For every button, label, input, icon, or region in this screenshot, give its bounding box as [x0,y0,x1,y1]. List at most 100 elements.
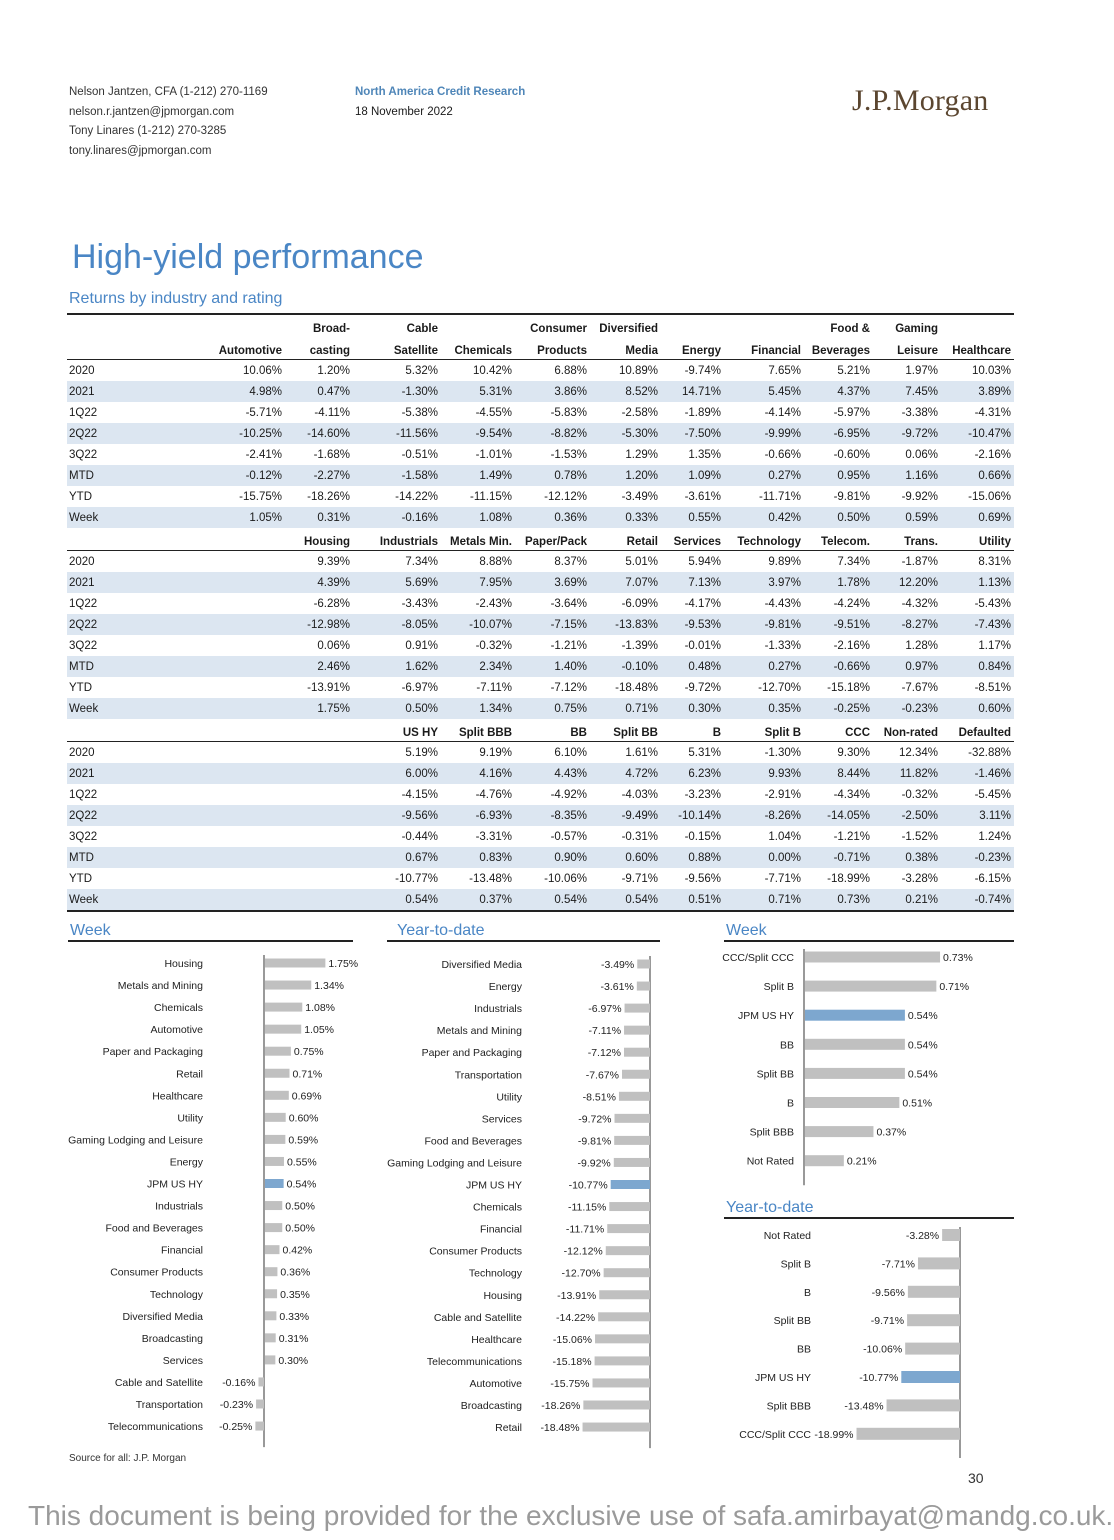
category-label: BB [780,1039,794,1051]
table-cell: -5.45% [974,788,1011,801]
data-label: 1.05% [304,1024,334,1036]
table-cell [137,593,285,614]
table-cell: Broad- [285,313,353,337]
data-label: 1.08% [305,1002,335,1014]
bar [265,1002,303,1012]
table-cell: 2020 [69,746,95,759]
table-cell: -9.54% [441,423,515,444]
data-label: -11.71% [566,1224,604,1236]
table-cell: -2.50% [873,805,941,826]
table-cell: 2.46% [285,656,353,677]
table-cell: 6.10% [554,746,587,759]
chart-rule [724,1217,1014,1219]
table-cell: 5.31% [688,746,721,759]
table-cell: -4.03% [621,788,658,801]
table-cell: -0.32% [901,788,938,801]
bar [624,1025,650,1035]
table-cell: -6.09% [621,597,658,610]
table-cell: CCC [804,719,873,742]
table-cell: 2021 [67,763,137,784]
table-cell: -14.60% [285,423,353,444]
table-cell: 6.88% [554,364,587,377]
bar [256,1399,264,1409]
table-cell [285,719,353,742]
table-cell: -0.71% [804,847,873,868]
table-cell: YTD [69,681,92,694]
bar [605,1246,650,1256]
table-cell: 0.95% [804,465,873,486]
table-cell: -0.23% [941,847,1014,868]
table-cell: 5.69% [353,572,441,593]
table-row: 2021 4.98% 0.47% -1.30% 5.31% 3.86% 8.52% 14.71… [67,381,1014,402]
table-cell: -4.11% [314,406,350,419]
table-cell: 0.71% [590,698,661,719]
table-cell: 1.28% [905,639,938,652]
table-cell: 0.55% [661,507,724,528]
data-label: -15.75% [550,1378,589,1390]
table-cell: -0.60% [833,448,870,461]
table-cell: Cable [353,313,441,337]
category-label: CCC/Split CCC [739,1429,811,1441]
bar [258,1377,264,1387]
bar [598,1312,650,1322]
category-label: Housing [164,958,203,970]
bar [265,1046,291,1056]
page-number: 30 [968,1470,984,1486]
table-cell: 0.06% [317,639,350,652]
bar [624,1003,650,1013]
data-label: -9.72% [578,1113,611,1125]
bar [265,1223,283,1233]
table-cell: 5.94% [688,555,721,568]
table-header-row: US HY Split BBB BB Split BB B Split B CCC Non-r… [67,719,1014,742]
table-cell: Technology [724,528,804,551]
table-cell: Metals Min. [441,528,515,551]
category-label: Split BB [774,1315,811,1327]
table-cell: Non-rated [873,719,941,742]
bar [805,1067,905,1079]
table-cell: 1.08% [441,507,515,528]
bar [265,1090,289,1100]
table-cell: -1.30% [764,746,801,759]
table-cell: Week [67,889,137,912]
table-cell: -9.56% [684,872,721,885]
category-label: Industrials [474,1003,522,1015]
table-cell [285,889,353,912]
table-cell [941,313,1014,337]
table-cell: 1.16% [873,465,941,486]
data-label: 1.75% [328,958,358,970]
table-cell: -1.33% [764,639,801,652]
table-cell: 1.61% [625,746,658,759]
table-cell: -7.50% [661,423,724,444]
table-cell: Telecom. [804,528,873,551]
chart-title: Week [726,922,767,939]
table-cell: -11.56% [353,423,441,444]
table-cell: -5.43% [974,597,1011,610]
table-cell: 0.78% [515,465,590,486]
category-label: Transportation [136,1399,203,1411]
table-cell: 1.78% [804,572,873,593]
table-cell: 0.50% [804,507,873,528]
table-cell: 0.88% [661,847,724,868]
ytd-industry-chart: Year-to-date Diversified Media -3.49% Ener… [387,920,662,1449]
table-cell: 4.39% [285,572,353,593]
table-cell: 0.84% [941,656,1014,677]
category-label: BB [797,1344,811,1356]
category-label: Diversified Media [441,959,522,971]
bar [607,1224,650,1234]
table-cell: -4.55% [475,406,512,419]
table-cell: Housing [285,528,353,551]
author-line: tony.linares@jpmorgan.com [69,144,212,157]
table-cell: -9.53% [661,614,724,635]
table-cell: 9.19% [479,746,512,759]
table-cell: Week [67,698,137,719]
table-cell: 1.17% [978,639,1011,652]
table-cell: -8.51% [974,681,1011,694]
table-cell: 0.66% [941,465,1014,486]
table-cell: YTD [69,872,92,885]
table-cell: -9.49% [590,805,661,826]
table-row: 2Q22 -9.56% -6.93% -8.35% -9.49% -10.14% -8.26… [67,805,1014,826]
table-cell [661,313,724,337]
category-label: Food and Beverages [425,1135,522,1147]
table-cell: -1.53% [550,448,587,461]
table-cell [137,698,285,719]
